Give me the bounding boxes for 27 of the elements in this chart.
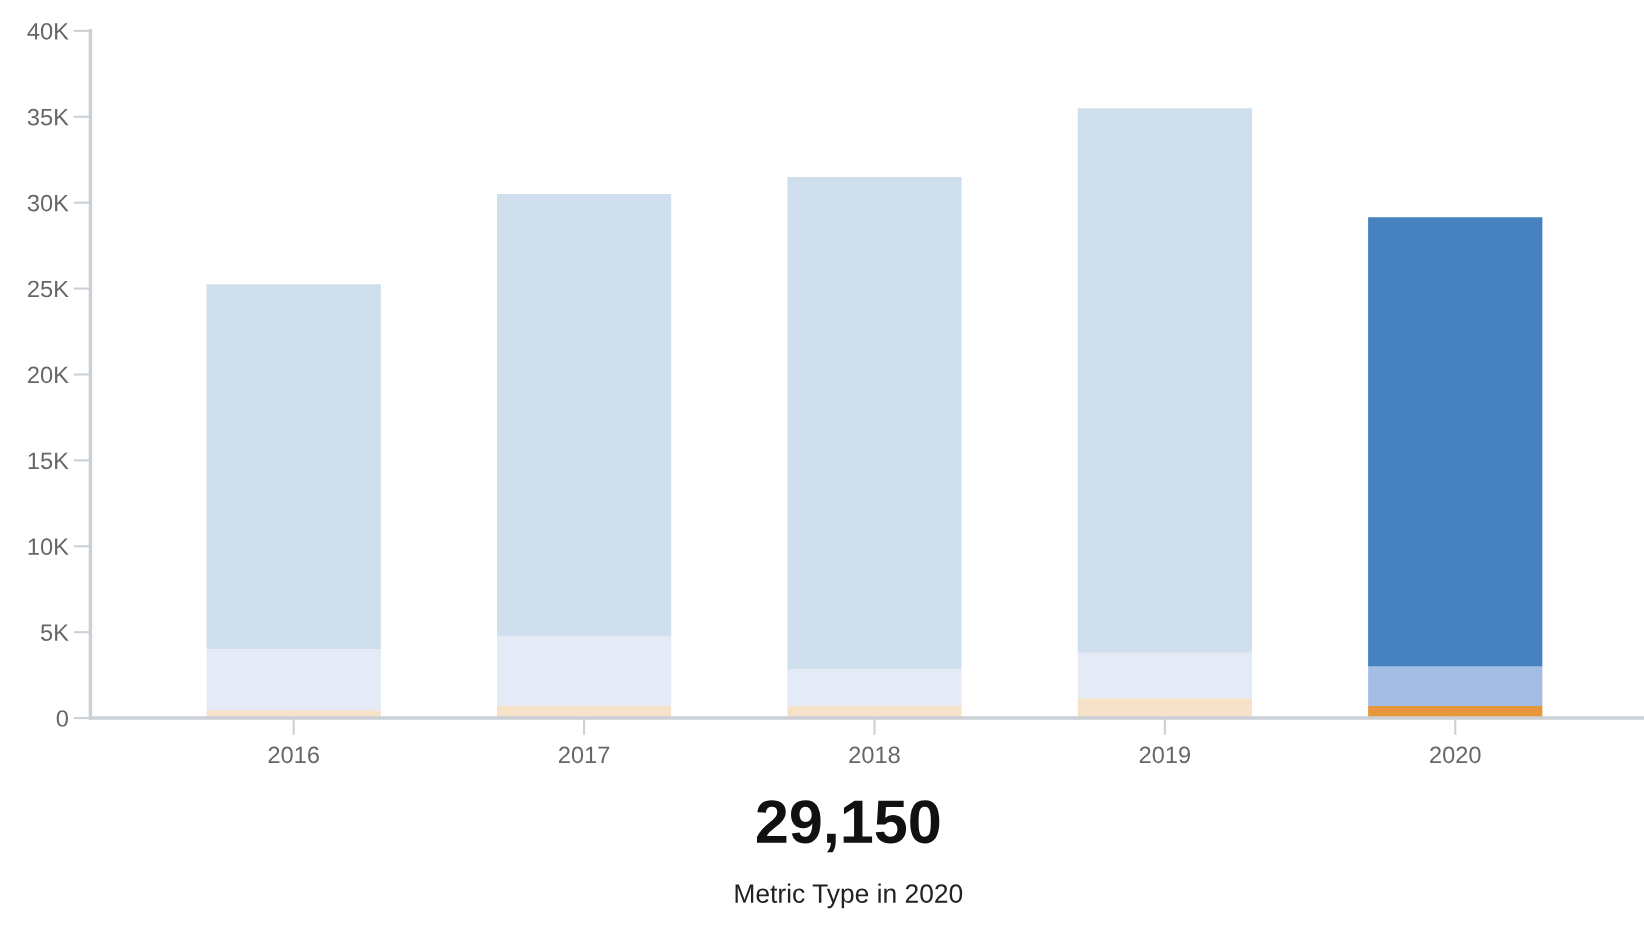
y-tick-label: 20K xyxy=(28,366,69,384)
bar xyxy=(496,194,672,637)
y-tick-label: 35K xyxy=(27,108,69,126)
bar xyxy=(1368,217,1543,667)
bar xyxy=(1368,666,1543,707)
y-tick-label: 10K xyxy=(28,538,69,556)
x-tick-label: 2018 xyxy=(849,746,900,764)
y-tick-label: 5K xyxy=(40,624,69,641)
bar xyxy=(206,284,381,650)
bar xyxy=(206,649,381,711)
bar xyxy=(787,176,962,670)
bar xyxy=(1077,652,1252,699)
y-tick-label: 30K xyxy=(27,194,69,212)
y-tick-label: 40K xyxy=(27,22,69,40)
bar xyxy=(1077,698,1252,719)
bar xyxy=(496,636,672,707)
x-tick-label: 2017 xyxy=(559,746,610,764)
bar xyxy=(787,669,962,707)
x-tick-label: 2019 xyxy=(1139,746,1190,764)
x-tick-label: 2016 xyxy=(268,746,319,764)
x-tick-label: 2020 xyxy=(1430,746,1481,764)
y-tick-label: 0 xyxy=(56,710,68,727)
y-tick-label: 15K xyxy=(28,452,69,470)
y-tick-label: 25K xyxy=(28,280,69,298)
bar xyxy=(1077,108,1252,653)
text: Metric Type in 2020 xyxy=(735,883,963,909)
text: 29,150 xyxy=(756,800,940,853)
